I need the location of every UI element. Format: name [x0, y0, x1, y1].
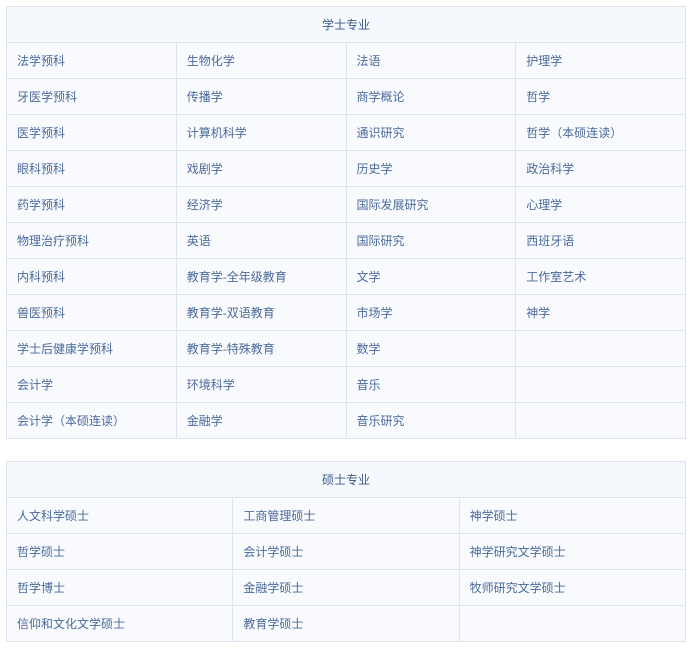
table-cell: 内科预科: [7, 259, 177, 295]
table-cell: 哲学硕士: [7, 534, 233, 570]
table-cell: 牧师研究文学硕士: [459, 570, 685, 606]
table-cell: 药学预科: [7, 187, 177, 223]
table-cell: 教育学-全年级教育: [176, 259, 346, 295]
table-cell: 会计学（本硕连读）: [7, 403, 177, 439]
table-cell: 会计学: [7, 367, 177, 403]
table-row: 信仰和文化文学硕士教育学硕士: [7, 606, 686, 642]
table-row: 哲学博士金融学硕士牧师研究文学硕士: [7, 570, 686, 606]
table-row: 法学预科生物化学法语护理学: [7, 43, 686, 79]
table-row: 会计学（本硕连读）金融学音乐研究: [7, 403, 686, 439]
table-row: 人文科学硕士工商管理硕士神学硕士: [7, 498, 686, 534]
table-cell: [516, 403, 686, 439]
table-cell: 经济学: [176, 187, 346, 223]
table-row: 兽医预科教育学-双语教育市场学神学: [7, 295, 686, 331]
table-cell: 哲学（本硕连读）: [516, 115, 686, 151]
table-cell: 历史学: [346, 151, 516, 187]
table-cell: 音乐研究: [346, 403, 516, 439]
table-cell: 通识研究: [346, 115, 516, 151]
table-cell: 工作室艺术: [516, 259, 686, 295]
table-cell: 工商管理硕士: [233, 498, 459, 534]
table-cell: 护理学: [516, 43, 686, 79]
table-cell: 金融学硕士: [233, 570, 459, 606]
table-row: 药学预科经济学国际发展研究心理学: [7, 187, 686, 223]
table-bachelor: 学士专业 法学预科生物化学法语护理学牙医学预科传播学商学概论哲学医学预科计算机科…: [6, 6, 686, 439]
table-cell: [516, 367, 686, 403]
table-cell: [516, 331, 686, 367]
table-cell: 传播学: [176, 79, 346, 115]
table-title-bachelor: 学士专业: [7, 7, 686, 43]
table-cell: 西班牙语: [516, 223, 686, 259]
table-cell: 眼科预科: [7, 151, 177, 187]
table-cell: 文学: [346, 259, 516, 295]
table-cell: 会计学硕士: [233, 534, 459, 570]
table-cell: 神学: [516, 295, 686, 331]
table-cell: 戏剧学: [176, 151, 346, 187]
table-cell: 教育学-特殊教育: [176, 331, 346, 367]
table-row: 牙医学预科传播学商学概论哲学: [7, 79, 686, 115]
table-cell: 牙医学预科: [7, 79, 177, 115]
table-cell: 法语: [346, 43, 516, 79]
bachelor-programs-table: 学士专业 法学预科生物化学法语护理学牙医学预科传播学商学概论哲学医学预科计算机科…: [6, 6, 686, 439]
table-cell: 数学: [346, 331, 516, 367]
table-cell: 兽医预科: [7, 295, 177, 331]
table-row: 哲学硕士会计学硕士神学研究文学硕士: [7, 534, 686, 570]
table-cell: 计算机科学: [176, 115, 346, 151]
table-cell: 英语: [176, 223, 346, 259]
table-row: 医学预科计算机科学通识研究哲学（本硕连读）: [7, 115, 686, 151]
table-cell: 金融学: [176, 403, 346, 439]
table-row: 内科预科教育学-全年级教育文学工作室艺术: [7, 259, 686, 295]
table-cell: 心理学: [516, 187, 686, 223]
table-cell: 教育学-双语教育: [176, 295, 346, 331]
table-cell: 音乐: [346, 367, 516, 403]
table-cell: 法学预科: [7, 43, 177, 79]
table-cell: 国际发展研究: [346, 187, 516, 223]
table-row: 眼科预科戏剧学历史学政治科学: [7, 151, 686, 187]
table-master: 硕士专业 人文科学硕士工商管理硕士神学硕士哲学硕士会计学硕士神学研究文学硕士哲学…: [6, 461, 686, 642]
table-row: 会计学环境科学音乐: [7, 367, 686, 403]
table-cell: 国际研究: [346, 223, 516, 259]
table-cell: 人文科学硕士: [7, 498, 233, 534]
table-cell: 医学预科: [7, 115, 177, 151]
table-cell: 学士后健康学预科: [7, 331, 177, 367]
table-cell: 神学硕士: [459, 498, 685, 534]
table-cell: 政治科学: [516, 151, 686, 187]
table-cell: 哲学博士: [7, 570, 233, 606]
table-cell: 生物化学: [176, 43, 346, 79]
master-programs-table: 硕士专业 人文科学硕士工商管理硕士神学硕士哲学硕士会计学硕士神学研究文学硕士哲学…: [6, 461, 686, 642]
table-row: 物理治疗预科英语国际研究西班牙语: [7, 223, 686, 259]
table-cell: [459, 606, 685, 642]
table-title-master: 硕士专业: [7, 462, 686, 498]
table-cell: 神学研究文学硕士: [459, 534, 685, 570]
table-cell: 教育学硕士: [233, 606, 459, 642]
table-cell: 商学概论: [346, 79, 516, 115]
table-cell: 环境科学: [176, 367, 346, 403]
table-cell: 市场学: [346, 295, 516, 331]
table-cell: 哲学: [516, 79, 686, 115]
table-cell: 信仰和文化文学硕士: [7, 606, 233, 642]
table-row: 学士后健康学预科教育学-特殊教育数学: [7, 331, 686, 367]
table-cell: 物理治疗预科: [7, 223, 177, 259]
